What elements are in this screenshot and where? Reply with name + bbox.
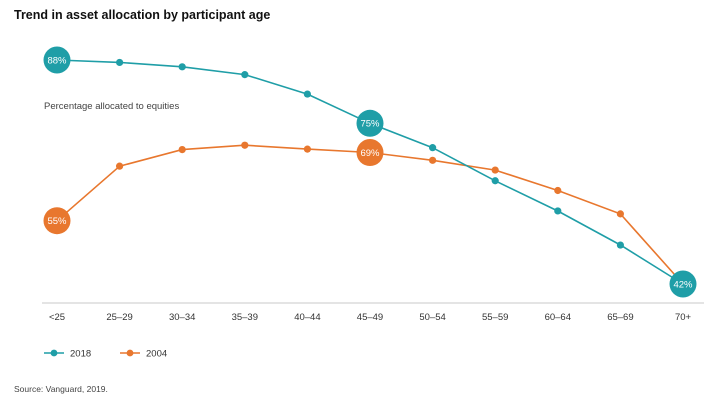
series-layer — [53, 56, 687, 288]
x-tick-label: 45–49 — [357, 312, 383, 323]
x-tick-label: <25 — [49, 312, 65, 323]
data-point — [178, 63, 186, 71]
x-tick-label: 55–59 — [482, 312, 508, 323]
data-label: 69% — [356, 139, 384, 167]
data-point — [616, 210, 625, 218]
data-point — [554, 186, 562, 195]
data-label: 55% — [43, 207, 71, 235]
data-point — [178, 146, 186, 154]
data-point — [303, 145, 311, 153]
source-note: Source: Vanguard, 2019. — [14, 384, 108, 394]
data-point — [429, 144, 437, 152]
data-label-bubble — [43, 207, 71, 235]
x-tick-label: 35–39 — [232, 312, 258, 323]
chart-title: Trend in asset allocation by participant… — [14, 8, 271, 22]
x-tick-label: 70+ — [675, 312, 692, 323]
data-label-text: 69% — [360, 148, 380, 159]
legend-item-2004: 2004 — [120, 348, 167, 359]
data-point — [491, 166, 499, 174]
x-tick-label: 30–34 — [169, 312, 195, 323]
legend-label: 2004 — [146, 348, 167, 359]
data-label-bubble — [669, 270, 697, 298]
data-label: 42% — [669, 270, 697, 298]
data-point — [491, 177, 499, 185]
data-point — [616, 241, 625, 249]
legend-swatch-marker — [126, 349, 134, 357]
data-label-text: 55% — [47, 216, 67, 227]
data-point — [116, 58, 124, 67]
series-2018 — [53, 56, 687, 288]
data-point — [429, 156, 437, 164]
series-line-2018 — [56, 59, 684, 285]
data-label-bubble — [356, 109, 384, 137]
x-tick-label: 65–69 — [607, 312, 633, 323]
data-label: 88% — [43, 46, 71, 74]
line-chart: Percentage allocated to equities 88% 75% 4… — [42, 46, 704, 359]
data-label-text: 42% — [673, 279, 693, 290]
data-label-text: 88% — [47, 55, 67, 66]
legend-swatch-marker — [50, 349, 58, 357]
legend-label: 2018 — [70, 348, 91, 359]
x-tick-layer: <25 25–29 30–34 35–39 40–44 45–49 50–54 55–59 60… — [49, 312, 692, 323]
data-point — [241, 71, 249, 79]
x-tick-label: 60–64 — [545, 312, 571, 323]
y-annotation: Percentage allocated to equities — [44, 101, 179, 112]
data-point — [303, 90, 311, 98]
data-label-text: 75% — [360, 119, 380, 130]
data-point — [241, 141, 249, 149]
legend: 2018 2004 — [44, 348, 167, 359]
legend-item-2018: 2018 — [44, 348, 91, 359]
data-label: 75% — [356, 109, 384, 137]
data-point — [554, 207, 562, 215]
x-tick-label: 25–29 — [106, 312, 132, 323]
data-label-bubble — [43, 46, 71, 74]
x-tick-label: 40–44 — [294, 312, 320, 323]
data-label-layer: 88% 75% 42% 55% 69% — [43, 46, 697, 298]
data-point — [116, 162, 124, 170]
x-tick-label: 50–54 — [419, 312, 445, 323]
data-label-bubble — [356, 139, 384, 167]
